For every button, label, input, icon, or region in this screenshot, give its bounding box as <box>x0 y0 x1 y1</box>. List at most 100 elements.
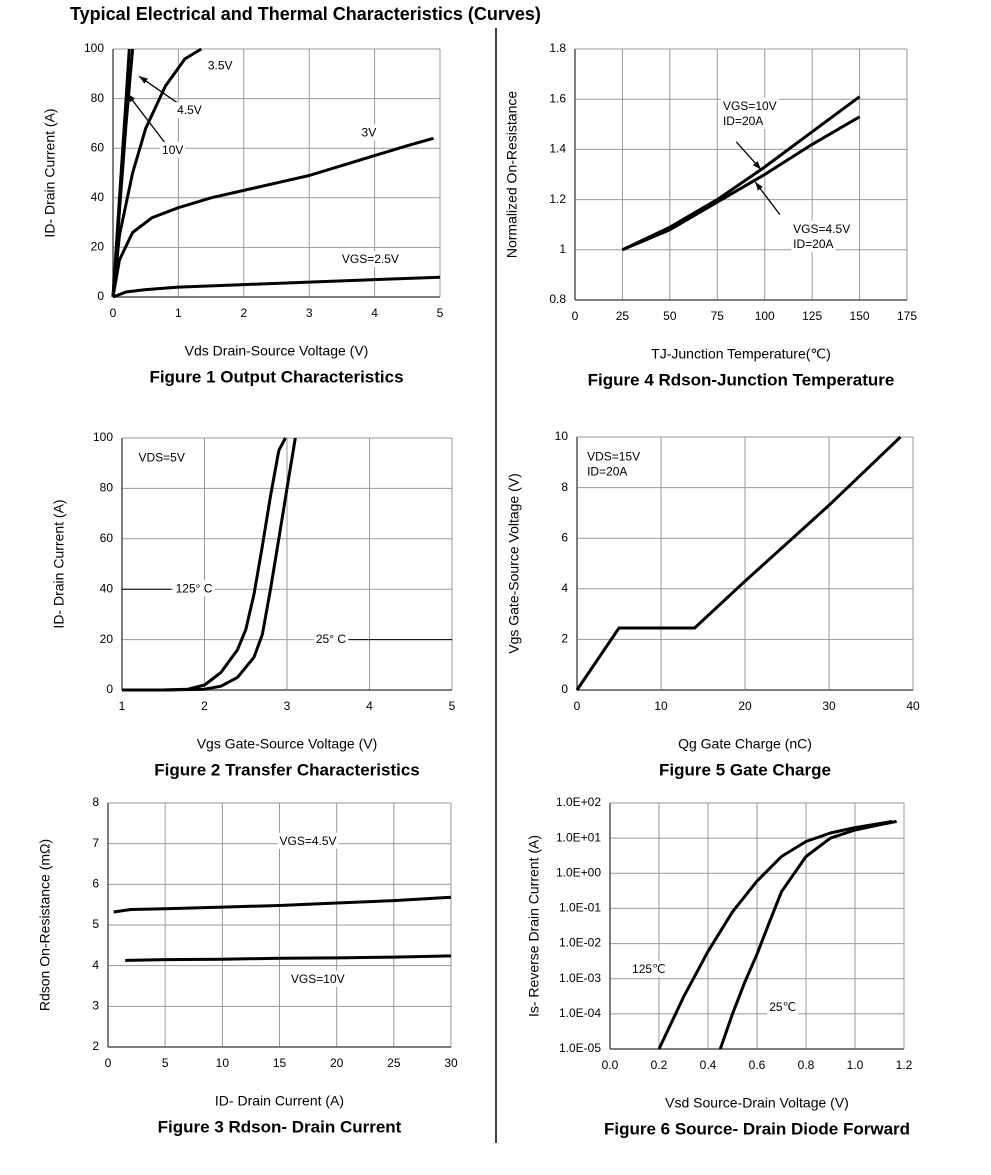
curve <box>718 819 897 1050</box>
page-title: Typical Electrical and Thermal Character… <box>70 4 541 24</box>
x-tick-label: 100 <box>755 309 775 323</box>
curve <box>621 115 861 252</box>
series-label: VGS=4.5V <box>280 834 337 848</box>
series-label: 4.5V <box>177 103 202 117</box>
x-tick-label: 0 <box>105 1056 112 1070</box>
curve <box>111 47 203 298</box>
y-axis-label: Vgs Gate-Source Voltage (V) <box>506 473 522 654</box>
y-axis-label: Is- Reverse Drain Current (A) <box>526 835 542 1017</box>
chart: 0.0 0.2 0.4 0.6 0.8 1.0 1.2 1.0E-05 1.0E-04 1.0E-… <box>526 795 913 1138</box>
x-tick-label: 0.6 <box>749 1058 766 1072</box>
series-label: 25℃ <box>769 1000 796 1014</box>
x-tick-label: 40 <box>906 699 920 713</box>
figure-caption: Figure 2 Transfer Characteristics <box>154 760 420 779</box>
y-tick-label: 4 <box>92 958 99 972</box>
label-bg <box>136 449 187 466</box>
y-tick-label: 6 <box>92 877 99 891</box>
x-axis-label: Vds Drain-Source Voltage (V) <box>185 343 369 359</box>
curve <box>575 435 902 691</box>
curve <box>111 48 131 298</box>
label-bg <box>767 998 799 1015</box>
y-tick-label: 3 <box>92 999 99 1013</box>
y-tick-label: 100 <box>93 430 113 444</box>
y-tick-label: 10 <box>555 429 569 443</box>
label-bg <box>288 971 347 988</box>
y-tick-label: 8 <box>561 480 568 494</box>
y-tick-label: 1.2 <box>549 192 566 206</box>
series-label: VGS=10V <box>723 99 777 113</box>
annotation: ID=20A <box>723 114 763 128</box>
y-tick-label: 1.0E+00 <box>556 865 601 879</box>
curve <box>122 437 297 692</box>
x-axis-label: Vsd Source-Drain Voltage (V) <box>665 1095 849 1111</box>
y-tick-label: 40 <box>100 581 114 595</box>
figure-caption: Figure 4 Rdson-Junction Temperature <box>588 370 895 389</box>
figure-caption: Figure 6 Source- Drain Diode Forward <box>604 1119 910 1138</box>
chart: 1 2 3 4 5 0 20 40 60 80 100 Vgs Gate-Source Voltage… <box>51 430 456 779</box>
x-tick-label: 5 <box>449 699 456 713</box>
chart: 0 5 10 15 20 25 30 2 3 4 5 6 7 8 ID- Drain Current (A)… <box>37 795 458 1136</box>
series-label: 3.5V <box>208 59 233 73</box>
x-tick-label: 2 <box>201 699 208 713</box>
x-tick-label: 30 <box>822 699 836 713</box>
x-tick-label: 0 <box>574 699 581 713</box>
series-label: 10V <box>162 143 183 157</box>
curve <box>125 954 452 962</box>
y-tick-label: 0 <box>97 289 104 303</box>
x-tick-label: 0.8 <box>798 1058 815 1072</box>
label-bg <box>175 102 204 119</box>
x-tick-label: 20 <box>330 1056 344 1070</box>
y-tick-label: 0 <box>106 682 113 696</box>
series-label: 125° C <box>176 581 213 595</box>
y-tick-label: 1 <box>559 242 566 256</box>
x-tick-label: 0.2 <box>651 1058 668 1072</box>
x-tick-label: 10 <box>654 699 668 713</box>
label-bg <box>720 97 779 114</box>
y-tick-label: 1.0E+02 <box>556 795 601 809</box>
y-tick-label: 1.0E-04 <box>559 1006 601 1020</box>
label-bg <box>205 57 235 74</box>
x-tick-label: 25 <box>616 309 630 323</box>
x-tick-label: 1.2 <box>896 1058 913 1072</box>
chart: 0 1 2 3 4 5 0 20 40 60 80 100 Vds Drain-Source Volta… <box>42 41 444 386</box>
x-tick-label: 5 <box>162 1056 169 1070</box>
series-label: 25° C <box>316 632 346 646</box>
label-bg <box>791 235 836 252</box>
chart: 0 25 50 75 100 125 150 175 0.8 1 1.2 1.4 1.6 1.8 TJ-Ju… <box>504 41 918 389</box>
x-tick-label: 2 <box>240 306 247 320</box>
curve <box>657 819 893 1050</box>
y-tick-label: 80 <box>91 91 105 105</box>
annotation: VDS=5V <box>139 450 185 464</box>
label-bg <box>173 580 215 597</box>
x-tick-label: 25 <box>387 1056 401 1070</box>
arrow-head <box>139 76 148 84</box>
y-tick-label: 60 <box>100 531 114 545</box>
y-tick-label: 1.0E-05 <box>559 1041 601 1055</box>
arrow-head <box>755 182 763 191</box>
series-label: VGS=2.5V <box>342 252 399 266</box>
figure-caption: Figure 5 Gate Charge <box>659 760 831 779</box>
y-tick-label: 20 <box>100 632 114 646</box>
y-axis-label: ID- Drain Current (A) <box>42 108 58 237</box>
x-axis-label: Qg Gate Charge (nC) <box>678 736 812 752</box>
annotation: ID=20A <box>793 237 833 251</box>
x-tick-label: 0.0 <box>602 1058 619 1072</box>
curve <box>111 136 434 298</box>
x-tick-label: 15 <box>273 1056 287 1070</box>
label-bg <box>630 960 668 977</box>
x-tick-label: 0 <box>572 309 579 323</box>
series-label: VGS=4.5V <box>793 222 850 236</box>
figure-caption: Figure 1 Output Characteristics <box>149 367 403 386</box>
y-tick-label: 7 <box>92 836 99 850</box>
x-tick-label: 150 <box>850 309 870 323</box>
x-tick-label: 20 <box>738 699 752 713</box>
arrow <box>126 93 166 144</box>
series-label: 3V <box>362 125 377 139</box>
x-axis-label: TJ-Junction Temperature(℃) <box>651 346 831 362</box>
label-bg <box>160 141 186 158</box>
x-tick-label: 1.0 <box>847 1058 864 1072</box>
label-bg <box>339 250 401 267</box>
chart: 0 10 20 30 40 0 2 4 6 8 10 Qg Gate Charge (nC) Figur… <box>506 429 920 779</box>
curve <box>122 437 287 692</box>
y-tick-label: 1.4 <box>549 142 566 156</box>
